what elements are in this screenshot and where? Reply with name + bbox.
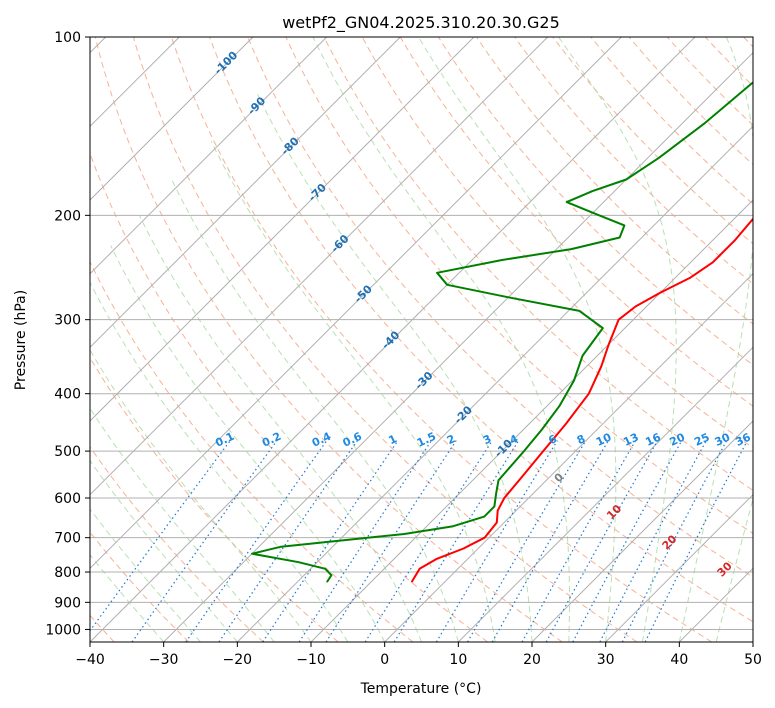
temperature-line: [411, 217, 753, 583]
mixing-ratio-line: [466, 440, 587, 642]
moist-adiabat-line: [678, 37, 753, 642]
moist-adiabat-line: [257, 94, 533, 642]
mixing-ratio-line: [298, 440, 432, 642]
isotherm-line: [90, 37, 549, 496]
moist-adiabat-line: [418, 37, 617, 642]
x-tick-label: −30: [149, 652, 179, 668]
plot-frame: [89, 36, 754, 643]
moist-adiabat-line: [90, 349, 312, 642]
x-axis-label: Temperature (°C): [360, 681, 482, 697]
isotherm-line: [605, 493, 753, 642]
mixing-ratio-label: 25: [692, 431, 711, 449]
y-tick-label: 200: [54, 208, 81, 224]
dry-adiabat-line: [399, 37, 753, 407]
moist-adiabat-line: [90, 508, 201, 642]
y-axis: 1000 900 800 700 600 500 400 300 200 100: [45, 30, 90, 638]
mixing-ratio-line: [491, 440, 609, 642]
dry-adiabat-line: [90, 446, 264, 642]
y-tick-label: 700: [54, 531, 81, 547]
isotherm-line: [90, 37, 475, 422]
mixing-ratio-label: 16: [643, 430, 663, 448]
moist-adiabat-line: [312, 37, 570, 642]
x-tick-label: 30: [597, 652, 615, 668]
y-axis-label: Pressure (hPa): [13, 290, 29, 390]
moist-adiabat-line: [110, 245, 386, 642]
x-tick-label: 20: [523, 652, 541, 668]
y-tick-label: 600: [54, 491, 81, 507]
y-tick-label: 900: [54, 595, 81, 611]
mixing-ratio-label: 30: [713, 430, 733, 448]
plot-area: 0.1 0.2 0.4 0.6 1 1.5 2 3 4 6 8 10 13 16 20 25 30 36-100-…: [90, 37, 753, 642]
moist-adiabat-line: [90, 407, 275, 642]
mixing-ratio-line: [185, 440, 328, 642]
chart-title: wetPf2_GN04.2025.310.20.30.G25: [282, 13, 560, 33]
x-tick-label: 40: [670, 652, 688, 668]
isotherms: [90, 37, 753, 642]
x-tick-label: 0: [380, 652, 389, 668]
isotherm-line: [163, 51, 753, 642]
mixing-ratio-line: [364, 440, 493, 642]
dry-adiabat-line: [209, 37, 753, 623]
dry-adiabat-line: [132, 37, 638, 642]
mixing-ratio-line: [572, 440, 683, 642]
mixing-ratio-line: [545, 440, 659, 642]
moist-adiabat-line: [558, 37, 677, 642]
y-tick-label: 100: [54, 30, 81, 46]
moist-adiabat-line: [715, 497, 753, 642]
isotherm-line: [457, 346, 753, 642]
mixing-ratio-line: [131, 440, 278, 642]
dry-adiabat-line: [94, 37, 563, 642]
moist-adiabat-line: [90, 459, 238, 642]
x-tick-label: −10: [296, 652, 326, 668]
y-tick-label: 400: [54, 387, 81, 403]
mixing-ratio-line: [521, 440, 637, 642]
moist-adiabat-line: [90, 281, 349, 642]
mixing-ratio-label: 13: [621, 431, 640, 449]
x-tick-label: −20: [223, 652, 253, 668]
dry-adiabat-line: [247, 37, 753, 578]
isotherm-line: [90, 37, 328, 275]
isotherm-line: [531, 420, 753, 642]
x-tick-label: 10: [449, 652, 467, 668]
x-axis: −40 −30 −20 −10 0 10 20 30 40 50: [75, 642, 762, 668]
mixing-ratio-line: [621, 440, 728, 642]
isotherm-line: [90, 37, 254, 201]
isotherm-line: [90, 37, 401, 349]
isobars: [90, 37, 753, 630]
x-tick-label: −40: [75, 652, 105, 668]
mixing-ratio-line: [435, 440, 558, 642]
isotherm-line: [384, 272, 753, 642]
moist-adiabat-line: [171, 180, 459, 642]
x-tick-label: 50: [744, 652, 762, 668]
mixing-ratio-label: 10: [594, 430, 614, 448]
y-tick-label: 800: [54, 565, 81, 581]
mixing-ratio-line: [393, 440, 520, 642]
mixing-ratio-line: [599, 440, 707, 642]
mixing-ratio-label: 20: [668, 430, 688, 448]
dry-adiabat-line: [628, 37, 753, 166]
y-tick-label: 1000: [45, 622, 81, 638]
moist-adiabat-line: [138, 215, 422, 642]
isotherm-line: [90, 37, 696, 642]
mixing-ratio-lines: [90, 440, 748, 642]
dry-adiabat-line: [514, 37, 753, 285]
isotherm-line: [310, 199, 753, 642]
dry-adiabat-line: [90, 260, 414, 642]
mixing-ratio-line: [644, 440, 748, 642]
y-tick-label: 300: [54, 313, 81, 329]
y-tick-label: 500: [54, 444, 81, 460]
mixing-ratio-label: 36: [733, 430, 753, 448]
dry-adiabat-line: [476, 37, 753, 325]
isotherm-line: [90, 37, 622, 570]
dry-adiabat-line: [323, 37, 753, 491]
sounding-series: [251, 81, 753, 583]
dewpoint-line: [251, 81, 753, 583]
